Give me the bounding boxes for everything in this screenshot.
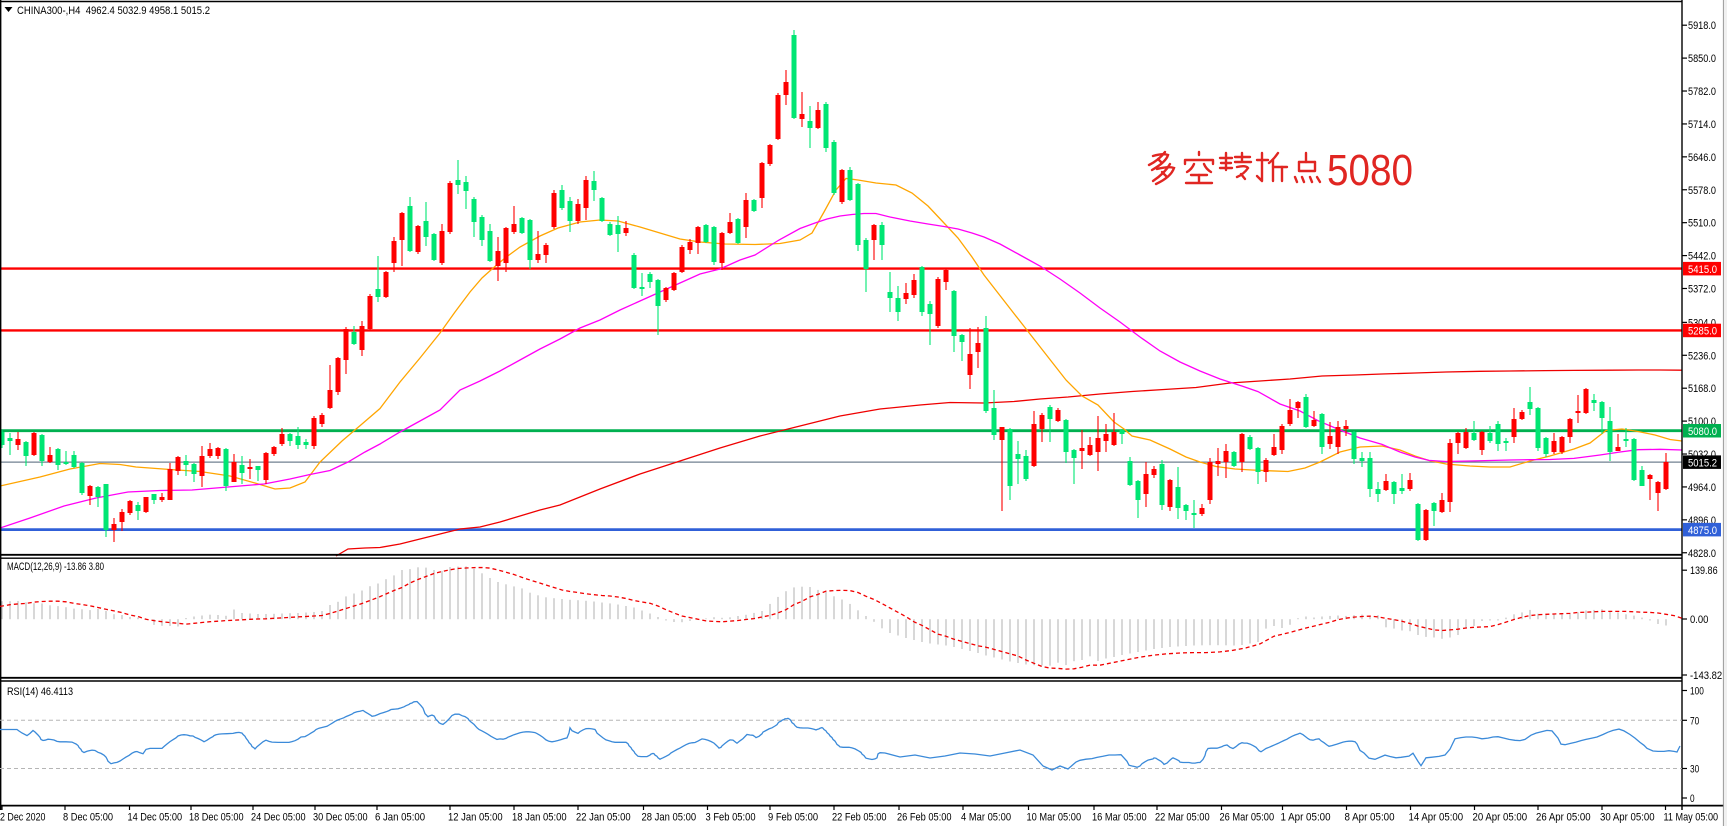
svg-text:22 Jan 05:00: 22 Jan 05:00 bbox=[576, 812, 631, 824]
svg-text:3 Feb 05:00: 3 Feb 05:00 bbox=[706, 812, 756, 824]
svg-text:5714.0: 5714.0 bbox=[1688, 119, 1716, 131]
svg-text:1 Apr 05:00: 1 Apr 05:00 bbox=[1281, 812, 1331, 824]
svg-text:5578.0: 5578.0 bbox=[1688, 185, 1716, 197]
svg-text:0.00: 0.00 bbox=[1690, 614, 1708, 626]
svg-text:30 Apr 05:00: 30 Apr 05:00 bbox=[1600, 812, 1655, 824]
svg-text:5646.0: 5646.0 bbox=[1688, 152, 1716, 164]
svg-text:4875.0: 4875.0 bbox=[1688, 525, 1717, 537]
svg-text:22 Feb 05:00: 22 Feb 05:00 bbox=[832, 812, 887, 824]
svg-text:4 Mar 05:00: 4 Mar 05:00 bbox=[961, 812, 1011, 824]
svg-text:5850.0: 5850.0 bbox=[1688, 53, 1716, 65]
svg-text:MACD(12,26,9) -13.86 3.80: MACD(12,26,9) -13.86 3.80 bbox=[7, 561, 104, 573]
svg-text:10 Mar 05:00: 10 Mar 05:00 bbox=[1027, 812, 1082, 824]
svg-text:26 Mar 05:00: 26 Mar 05:00 bbox=[1220, 812, 1275, 824]
svg-text:26 Feb 05:00: 26 Feb 05:00 bbox=[897, 812, 952, 824]
svg-text:2 Dec 2020: 2 Dec 2020 bbox=[0, 812, 46, 824]
svg-text:30 Dec 05:00: 30 Dec 05:00 bbox=[313, 812, 368, 824]
svg-text:4964.0: 4964.0 bbox=[1688, 482, 1716, 494]
svg-text:14 Dec 05:00: 14 Dec 05:00 bbox=[128, 812, 183, 824]
svg-text:5080: 5080 bbox=[1327, 146, 1413, 195]
svg-text:CHINA300-,H4 4962.4 5032.9 49: CHINA300-,H4 4962.4 5032.9 4958.1 5015.2 bbox=[17, 5, 210, 17]
svg-text:5168.0: 5168.0 bbox=[1688, 383, 1716, 395]
svg-text:70: 70 bbox=[1690, 715, 1699, 727]
svg-text:18 Dec 05:00: 18 Dec 05:00 bbox=[189, 812, 244, 824]
svg-text:139.86: 139.86 bbox=[1690, 565, 1718, 577]
svg-text:28 Jan 05:00: 28 Jan 05:00 bbox=[642, 812, 697, 824]
svg-text:5015.2: 5015.2 bbox=[1688, 457, 1717, 469]
svg-text:24 Dec 05:00: 24 Dec 05:00 bbox=[251, 812, 306, 824]
svg-text:8 Apr 05:00: 8 Apr 05:00 bbox=[1345, 812, 1395, 824]
svg-text:4828.0: 4828.0 bbox=[1688, 548, 1716, 560]
svg-text:5285.0: 5285.0 bbox=[1688, 326, 1717, 338]
svg-text:5510.0: 5510.0 bbox=[1688, 218, 1716, 230]
svg-text:22 Mar 05:00: 22 Mar 05:00 bbox=[1155, 812, 1210, 824]
svg-text:-143.82: -143.82 bbox=[1690, 670, 1722, 682]
svg-text:5080.0: 5080.0 bbox=[1688, 426, 1717, 438]
svg-text:100: 100 bbox=[1690, 686, 1704, 698]
svg-text:5442.0: 5442.0 bbox=[1688, 251, 1716, 263]
svg-text:9 Feb 05:00: 9 Feb 05:00 bbox=[768, 812, 818, 824]
svg-text:6 Jan 05:00: 6 Jan 05:00 bbox=[375, 812, 425, 824]
svg-text:18 Jan 05:00: 18 Jan 05:00 bbox=[512, 812, 567, 824]
svg-text:5782.0: 5782.0 bbox=[1688, 86, 1716, 98]
svg-text:8 Dec 05:00: 8 Dec 05:00 bbox=[63, 812, 113, 824]
svg-text:20 Apr 05:00: 20 Apr 05:00 bbox=[1473, 812, 1528, 824]
svg-text:0: 0 bbox=[1690, 793, 1695, 805]
svg-text:5918.0: 5918.0 bbox=[1688, 20, 1716, 32]
svg-text:RSI(14) 46.4113: RSI(14) 46.4113 bbox=[7, 686, 73, 698]
svg-text:5415.0: 5415.0 bbox=[1688, 264, 1717, 276]
svg-text:11 May 05:00: 11 May 05:00 bbox=[1664, 812, 1719, 824]
svg-text:5236.0: 5236.0 bbox=[1688, 350, 1716, 362]
svg-text:12 Jan 05:00: 12 Jan 05:00 bbox=[448, 812, 503, 824]
svg-text:16 Mar 05:00: 16 Mar 05:00 bbox=[1092, 812, 1147, 824]
svg-text:26 Apr 05:00: 26 Apr 05:00 bbox=[1536, 812, 1591, 824]
svg-text:14 Apr 05:00: 14 Apr 05:00 bbox=[1409, 812, 1464, 824]
svg-text:5372.0: 5372.0 bbox=[1688, 283, 1716, 295]
svg-text:30: 30 bbox=[1690, 764, 1699, 776]
